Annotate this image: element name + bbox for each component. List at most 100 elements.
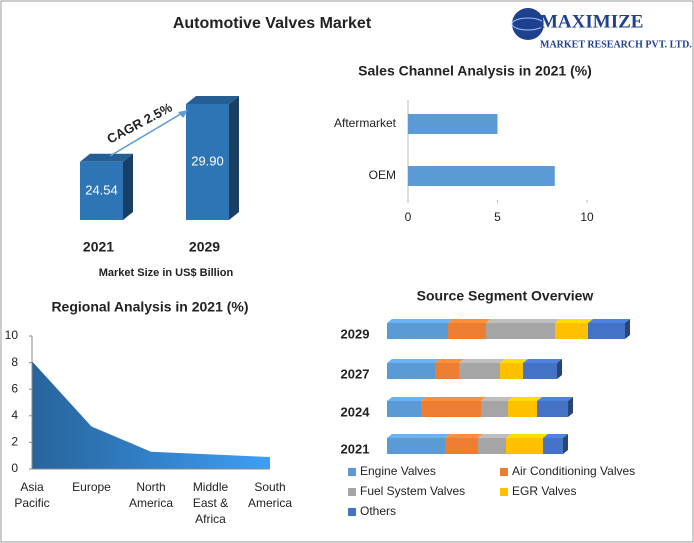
- y-tick-label: 2021: [341, 441, 370, 456]
- segment-front: [508, 401, 537, 417]
- segment-top: [448, 319, 491, 323]
- bar-segment: [500, 359, 528, 379]
- bar-segment: [459, 359, 505, 379]
- segment-top: [588, 319, 630, 323]
- segment-front: [387, 323, 448, 339]
- segment-top: [508, 397, 542, 401]
- segment-front: [459, 363, 500, 379]
- segment-side: [568, 397, 573, 417]
- bar-segment: [523, 359, 562, 379]
- bar-segment: [588, 319, 630, 339]
- segment-side: [625, 319, 630, 339]
- bar-segment: [387, 397, 426, 417]
- segment-front: [523, 363, 557, 379]
- segment-front: [543, 438, 563, 454]
- segment-front: [500, 363, 523, 379]
- label-line: America: [248, 496, 292, 510]
- label-line: East &: [193, 496, 228, 510]
- chart-title: Source Segment Overview: [417, 288, 594, 304]
- y-tick-label: 8: [11, 355, 18, 369]
- bar-side: [229, 96, 239, 220]
- segment-top: [481, 397, 513, 401]
- segment-top: [486, 319, 560, 323]
- bar-front: [186, 104, 229, 220]
- segment-front: [421, 401, 481, 417]
- legend-label: Air Conditioning Valves: [512, 464, 635, 478]
- segment-front: [478, 438, 506, 454]
- label-line: Pacific: [14, 496, 49, 510]
- logo-name: MAXIMIZE: [540, 11, 643, 32]
- bar-segment: [481, 397, 513, 417]
- bar-segment: [478, 434, 511, 454]
- x-tick-label: North America: [129, 480, 173, 510]
- bar-segment: [421, 397, 486, 417]
- chart-title: Automotive Valves Market: [173, 15, 372, 32]
- bar-segment: [387, 359, 440, 379]
- segment-front: [555, 323, 588, 339]
- segment-top: [543, 434, 568, 438]
- segment-side: [557, 359, 562, 379]
- label-line: Europe: [72, 480, 111, 494]
- segment-front: [387, 438, 445, 454]
- logo-tagline: MARKET RESEARCH PVT. LTD.: [540, 39, 692, 50]
- segment-top: [445, 434, 483, 438]
- label-line: Middle: [193, 480, 229, 494]
- bar-front: [80, 161, 123, 220]
- legend-label: EGR Valves: [512, 484, 576, 498]
- segment-top: [387, 434, 450, 438]
- bar-segment: [435, 359, 464, 379]
- bar-segment: [508, 397, 542, 417]
- legend-swatch: [348, 468, 356, 476]
- area: [32, 361, 270, 469]
- bar-segment: [445, 434, 483, 454]
- bar-segment: [506, 434, 548, 454]
- segment-front: [387, 363, 435, 379]
- segment-front: [537, 401, 568, 417]
- chart-title: Regional Analysis in 2021 (%): [51, 299, 248, 315]
- legend-swatch: [348, 508, 356, 516]
- segment-side: [563, 434, 568, 454]
- segment-top: [500, 359, 528, 363]
- segment-top: [478, 434, 511, 438]
- segment-top: [555, 319, 593, 323]
- label-line: America: [129, 496, 173, 510]
- x-tick-label: 0: [405, 210, 412, 224]
- bar: [408, 166, 555, 186]
- segment-front: [448, 323, 486, 339]
- segment-top: [506, 434, 548, 438]
- x-tick-label: 10: [580, 210, 594, 224]
- bar-top: [186, 96, 239, 104]
- bar: [408, 114, 498, 134]
- cagr-arrow-head: [178, 110, 188, 118]
- segment-top: [421, 397, 486, 401]
- x-tick-label: Asia Pacific: [14, 480, 49, 510]
- bar-segment: [387, 319, 453, 339]
- segment-front: [486, 323, 555, 339]
- category-label: 2021: [83, 239, 114, 255]
- legend-swatch: [500, 468, 508, 476]
- y-tick-label: 2: [11, 435, 18, 449]
- segment-front: [481, 401, 508, 417]
- label-line: South: [254, 480, 285, 494]
- bar-segment: [387, 434, 450, 454]
- bar-segment: [543, 434, 568, 454]
- segment-front: [435, 363, 459, 379]
- segment-top: [435, 359, 464, 363]
- logo: MAXIMIZE MARKET RESEARCH PVT. LTD.: [511, 8, 692, 50]
- x-tick-label: South America: [248, 480, 292, 510]
- segment-top: [387, 319, 453, 323]
- legend-label: Engine Valves: [360, 464, 436, 478]
- segment-top: [387, 397, 426, 401]
- x-axis-label: Market Size in US$ Billion: [99, 267, 234, 279]
- y-tick-label: 6: [11, 381, 18, 395]
- y-tick-label: Aftermarket: [334, 116, 397, 130]
- bar: [186, 96, 239, 220]
- segment-front: [387, 401, 421, 417]
- segment-top: [523, 359, 562, 363]
- x-tick-label: Europe: [72, 480, 111, 494]
- label-line: North: [136, 480, 165, 494]
- x-tick-label: Middle East & Africa: [193, 480, 229, 526]
- legend-label: Fuel System Valves: [360, 484, 465, 498]
- logo-ring: [511, 17, 545, 31]
